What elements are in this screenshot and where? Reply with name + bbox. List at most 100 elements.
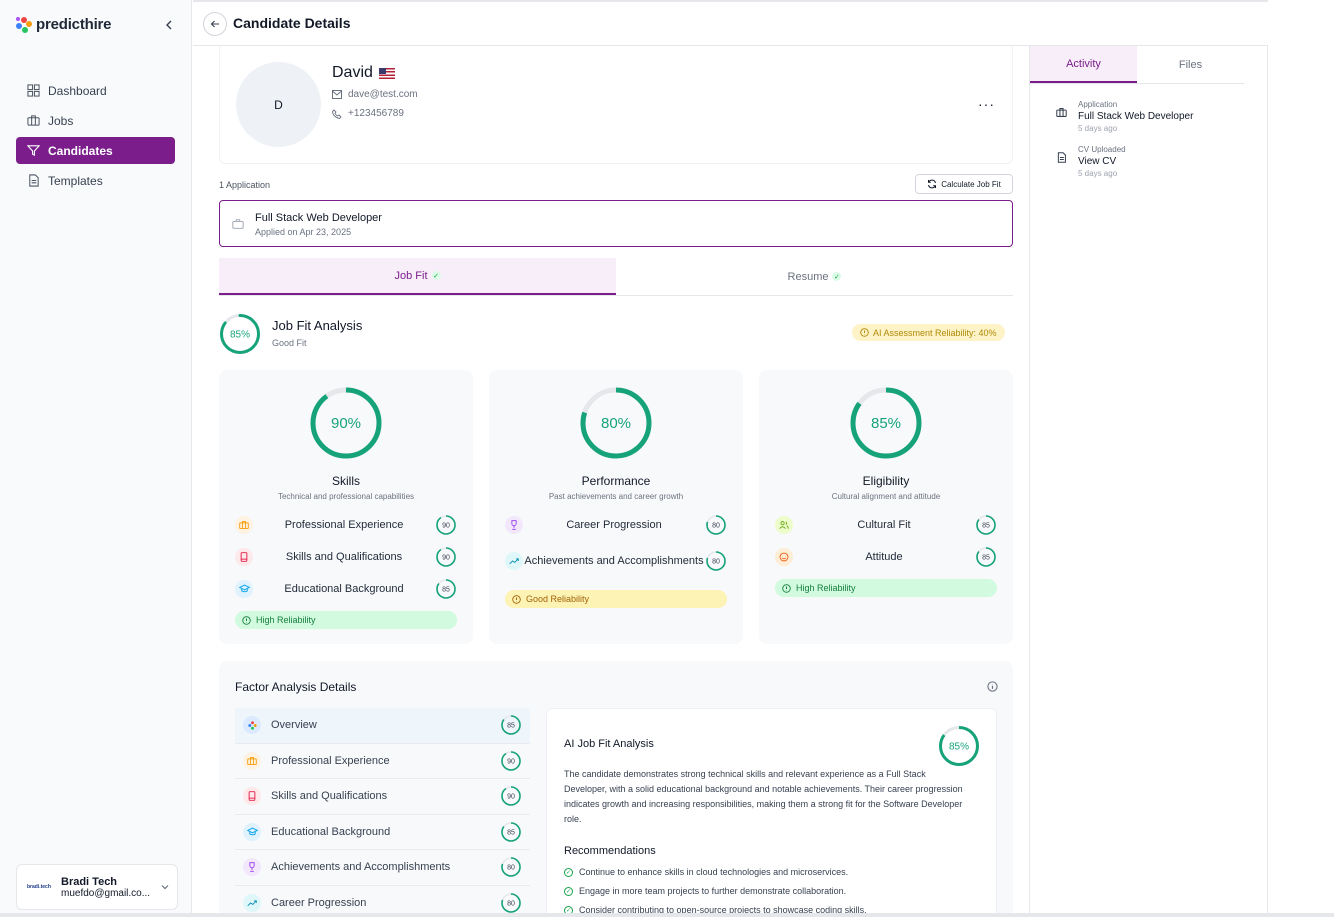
nav-item-templates[interactable]: Templates xyxy=(16,167,175,194)
document-icon xyxy=(1057,152,1066,163)
factor-score-ring: 90 xyxy=(501,750,521,771)
users-icon xyxy=(775,516,793,534)
logo-icon xyxy=(16,16,32,33)
tab-resume[interactable]: Resume ✓ xyxy=(616,258,1013,295)
activity-time: 5 days ago xyxy=(1078,124,1118,133)
factor-label: Attitude xyxy=(865,551,903,563)
collapse-sidebar-button[interactable] xyxy=(161,17,177,33)
document-icon xyxy=(29,174,39,187)
application-card[interactable]: Full Stack Web Developer Applied on Apr … xyxy=(219,200,1013,247)
chevron-left-icon xyxy=(166,20,172,30)
info-icon xyxy=(242,615,251,625)
factor-score: 80 xyxy=(507,865,515,872)
factor-list-item-professional-experience[interactable]: Professional Experience 90 xyxy=(235,744,530,779)
score-ring: 85% xyxy=(850,387,922,459)
mail-icon xyxy=(332,90,342,99)
factor-skills-and-qualifications[interactable]: Skills and Qualifications 90 xyxy=(235,545,457,569)
brand-name: predicthire xyxy=(36,16,112,33)
tab-job-fit[interactable]: Job Fit ✓ xyxy=(219,258,616,295)
factor-list-item-educational-background[interactable]: Educational Background 85 xyxy=(235,815,530,850)
score-ring: 85% xyxy=(939,726,979,766)
skills-score-label: 90% xyxy=(331,415,361,432)
card-title: Skills xyxy=(331,474,360,488)
factor-professional-experience[interactable]: Professional Experience 90 xyxy=(235,513,457,537)
reliability-text: Good Reliability xyxy=(526,594,590,604)
nav-item-dashboard[interactable]: Dashboard xyxy=(16,77,175,104)
factor-attitude[interactable]: Attitude 85 xyxy=(775,545,997,569)
factor-score-ring: 80 xyxy=(501,892,521,913)
factor-list-item-skills-and-qualifications[interactable]: Skills and Qualifications 90 xyxy=(235,779,530,815)
briefcase-icon xyxy=(235,516,253,534)
factor-list-item-career-progression[interactable]: Career Progression 80 xyxy=(235,886,530,917)
user-name: Bradi Tech xyxy=(61,875,118,888)
performance-score-label: 80% xyxy=(601,415,631,432)
nav-label: Candidates xyxy=(48,143,113,158)
factor-achievements-and-accomplishments[interactable]: Achievements and Accomplishments 80 xyxy=(505,545,727,577)
nav-item-jobs[interactable]: Jobs xyxy=(16,107,175,134)
refresh-icon xyxy=(928,179,937,189)
application-job-title: Full Stack Web Developer xyxy=(255,212,382,224)
nav-label: Jobs xyxy=(48,113,74,128)
trending-up-icon xyxy=(505,552,523,570)
grid-icon xyxy=(27,84,40,97)
recommendations-title: Recommendations xyxy=(564,845,656,857)
nav-item-candidates[interactable]: Candidates xyxy=(16,137,175,164)
recommendation-text: Continue to enhance skills in cloud tech… xyxy=(579,867,849,877)
factor-score: 85 xyxy=(442,587,450,594)
user-email: muefdo@gmail.co... xyxy=(61,887,151,899)
brand-logo[interactable]: predicthire xyxy=(16,16,112,33)
activity-time: 5 days ago xyxy=(1078,169,1118,178)
briefcase-icon xyxy=(27,115,40,126)
factor-educational-background[interactable]: Educational Background 85 xyxy=(235,577,457,601)
info-icon[interactable] xyxy=(987,681,998,692)
factor-list-item-overview[interactable]: Overview 85 xyxy=(235,708,530,744)
factor-label: Career Progression xyxy=(566,519,662,531)
more-options-button[interactable]: ··· xyxy=(978,96,995,112)
nav-label: Templates xyxy=(48,173,103,188)
factor-label: Skills and Qualifications xyxy=(271,790,388,803)
score-ring: 80% xyxy=(580,387,652,459)
reliability-badge: High Reliability xyxy=(235,611,457,629)
graduation-cap-icon xyxy=(235,580,253,598)
user-account-menu[interactable]: bradi.tech Bradi Tech muefdo@gmail.co... xyxy=(16,864,178,910)
tab-label: Job Fit xyxy=(394,269,428,282)
factor-score-ring: 80 xyxy=(706,515,726,535)
back-button[interactable] xyxy=(203,12,227,36)
tab-activity[interactable]: Activity xyxy=(1030,46,1137,83)
factor-career-progression[interactable]: Career Progression 80 xyxy=(505,513,727,537)
graduation-cap-icon xyxy=(243,822,261,841)
calculate-job-fit-button[interactable]: Calculate Job Fit xyxy=(915,174,1013,194)
recommendation-text: Engage in more team projects to further … xyxy=(579,886,847,896)
sidebar: predicthire Dashboard Jobs Candidates Te… xyxy=(0,0,192,917)
candidate-phone: +123456789 xyxy=(348,108,404,119)
ai-reliability-badge: AI Assessment Reliability: 40% xyxy=(852,324,1005,341)
activity-title: Full Stack Web Developer xyxy=(1078,111,1194,122)
factor-label: Educational Background xyxy=(271,825,391,838)
ai-reliability-text: AI Assessment Reliability: 40% xyxy=(873,327,997,338)
score-ring: 90% xyxy=(310,387,382,459)
category-card-eligibility: 85% Eligibility Cultural alignment and a… xyxy=(759,370,1013,644)
candidate-phone-row[interactable]: +123456789 xyxy=(332,108,404,119)
book-icon xyxy=(235,548,253,566)
analysis-tabs: Job Fit ✓ Resume ✓ xyxy=(219,258,1013,296)
tab-files[interactable]: Files xyxy=(1178,58,1203,71)
arrow-left-icon xyxy=(210,20,219,28)
activity-type: CV Uploaded xyxy=(1078,145,1126,154)
factor-score-ring: 85 xyxy=(976,515,996,535)
chevron-down-icon xyxy=(161,885,169,890)
application-count: 1 Application xyxy=(219,180,271,190)
window-bottom-edge xyxy=(0,913,1334,917)
factor-score-ring: 85 xyxy=(501,821,521,842)
trophy-icon xyxy=(243,858,261,877)
check-circle-icon: ✓ xyxy=(564,886,573,896)
ai-analysis-text: The candidate demonstrates strong techni… xyxy=(564,769,963,824)
factor-score-ring: 90 xyxy=(436,515,456,535)
calculate-job-fit-label: Calculate Job Fit xyxy=(941,179,1001,189)
reliability-badge: Good Reliability xyxy=(505,590,727,608)
factor-score-ring: 85 xyxy=(501,715,521,736)
factor-cultural-fit[interactable]: Cultural Fit 85 xyxy=(775,513,997,537)
factor-list-item-achievements-and-accomplishments[interactable]: Achievements and Accomplishments 80 xyxy=(235,850,530,886)
candidate-email-row[interactable]: dave@test.com xyxy=(332,89,418,100)
factor-score: 85 xyxy=(982,555,990,562)
factor-analysis-section: Factor Analysis Details Overview 85 Prof… xyxy=(219,661,1013,917)
